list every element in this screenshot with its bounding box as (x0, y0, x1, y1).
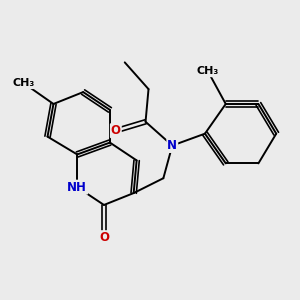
Text: CH₃: CH₃ (197, 66, 219, 76)
Text: CH₃: CH₃ (13, 78, 35, 88)
Text: NH: NH (67, 181, 87, 194)
Text: O: O (111, 124, 121, 137)
Text: O: O (99, 231, 109, 244)
Text: N: N (167, 139, 177, 152)
